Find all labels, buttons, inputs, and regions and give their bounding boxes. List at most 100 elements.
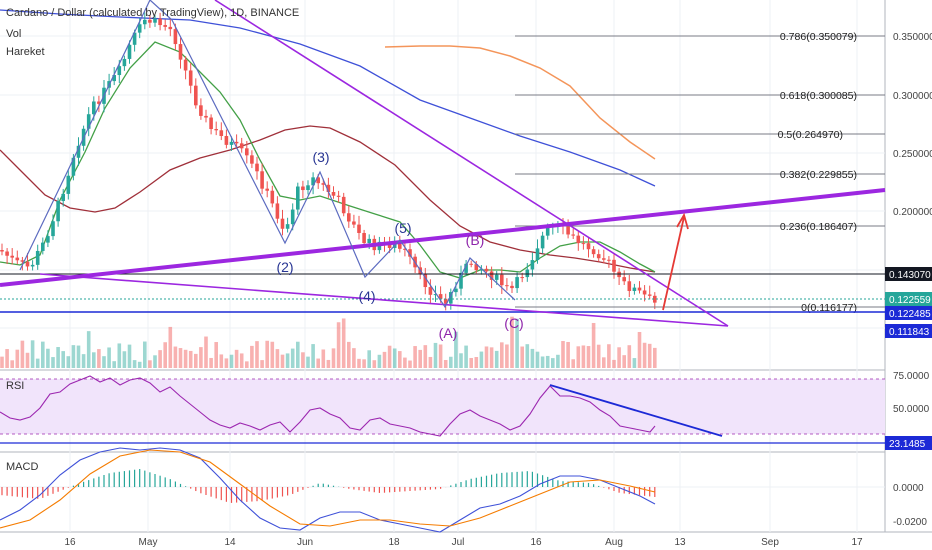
- candle-body: [469, 263, 473, 265]
- macd-hist-bar: [302, 487, 304, 490]
- candle-body: [168, 26, 173, 30]
- time-tick-jun: Jun: [297, 537, 313, 548]
- candle-body: [296, 186, 300, 210]
- macd-hist-bar: [276, 487, 278, 498]
- macd-hist-bar: [52, 487, 54, 494]
- volume-bar: [107, 347, 111, 368]
- time-tick-jul: Jul: [452, 537, 465, 548]
- volume-bar: [443, 359, 448, 368]
- macd-hist-bar: [236, 487, 238, 503]
- macd-hist-bar: [123, 471, 125, 487]
- volume-bar: [433, 342, 438, 368]
- macd-hist-bar: [149, 472, 151, 487]
- price-tick-0300: 0.300000: [893, 91, 932, 102]
- macd-hist-bar: [256, 487, 258, 502]
- macd-hist-bar: [429, 487, 431, 490]
- candle-body: [331, 192, 336, 196]
- descending-resistance[interactable]: [214, 0, 729, 327]
- candle-body: [234, 141, 239, 144]
- volume-bar: [561, 341, 565, 368]
- volume-bar: [188, 350, 193, 368]
- wedge-support[interactable]: [39, 273, 729, 327]
- candle-body: [653, 295, 657, 303]
- volume-bar: [0, 356, 4, 368]
- candle-body: [535, 248, 540, 261]
- macd-hist-bar: [480, 476, 482, 487]
- macd-hist-bar: [547, 476, 549, 487]
- candle-body: [494, 274, 499, 280]
- macd-hist-bar: [98, 476, 100, 487]
- macd-hist-bar: [322, 483, 324, 487]
- macd-axis-labels: 0.0000 -0.0200: [893, 483, 927, 528]
- candle-body: [637, 287, 642, 291]
- volume-bar: [515, 318, 519, 368]
- macd-hist-bar: [164, 477, 166, 487]
- volume-bar: [449, 356, 453, 368]
- volume-bar: [46, 348, 50, 368]
- candle-body: [647, 294, 652, 296]
- macd-hist-bar: [190, 487, 192, 489]
- volume-bar: [510, 316, 514, 368]
- volume-bar: [571, 359, 575, 368]
- projection-arrow: [662, 212, 689, 311]
- volume-bar: [591, 322, 596, 368]
- elliott-wave-path: [19, 0, 516, 309]
- macd-hist-bar: [246, 487, 248, 502]
- candle-body: [484, 268, 489, 272]
- volume-bar: [35, 358, 40, 368]
- candle-body: [280, 218, 285, 229]
- upper-trendline[interactable]: [0, 188, 886, 287]
- candle-body: [301, 186, 305, 191]
- macd-hist-bar: [332, 485, 335, 487]
- macd-hist-bar: [343, 487, 345, 488]
- time-tick-17-sep: 17: [851, 537, 863, 548]
- candle-body: [576, 235, 581, 244]
- macd-hist-bar: [649, 487, 651, 497]
- rsi-trendline[interactable]: [549, 384, 723, 437]
- fib-618: 0.618(0.300085): [780, 90, 857, 102]
- candle-body: [250, 155, 254, 164]
- candle-body: [46, 236, 50, 243]
- volume-bar: [535, 351, 540, 368]
- wave-5: (5): [394, 220, 411, 236]
- macd-hist-bar: [593, 484, 595, 487]
- volume-bar: [489, 347, 494, 368]
- macd-hist-bar: [297, 487, 299, 492]
- volume-bar: [612, 359, 616, 368]
- volume-bar: [112, 361, 116, 368]
- macd-hist-bar: [6, 487, 8, 496]
- volume-bar: [66, 356, 71, 368]
- candle-body: [51, 221, 55, 237]
- volume-bar: [296, 341, 300, 368]
- price-tags: 0.143070 0.122559 0.122485 0.111843: [885, 267, 932, 338]
- macd-hist-bar: [465, 480, 467, 487]
- tag-0143070: 0.143070: [889, 270, 931, 281]
- candle-body: [479, 268, 484, 271]
- candle-body: [92, 101, 96, 115]
- candle-body: [622, 277, 626, 282]
- macd-hist-bar: [292, 487, 294, 494]
- volume-bar: [377, 354, 382, 368]
- candle-body: [505, 285, 509, 287]
- macd-hist-bar: [516, 471, 518, 487]
- volume-bar: [566, 341, 570, 368]
- macd-hist-bar: [501, 472, 503, 487]
- candle-body: [5, 251, 9, 256]
- volume-bar: [71, 345, 76, 368]
- macd-tick-0: 0.0000: [893, 483, 924, 494]
- volume-bar: [581, 345, 586, 368]
- volume-bar: [168, 326, 173, 368]
- volume-bar: [372, 360, 377, 368]
- volume-bar: [642, 342, 647, 368]
- macd-hist-bar: [307, 487, 309, 488]
- candle-body: [627, 281, 632, 291]
- macd-hist-bar: [287, 487, 289, 496]
- price-tick-0250: 0.250000: [893, 149, 932, 160]
- volume-bar: [173, 346, 178, 368]
- wave-4: (4): [358, 288, 375, 304]
- volume-bar: [76, 345, 81, 368]
- candle-body: [525, 269, 530, 278]
- macd-hist-bar: [312, 485, 314, 487]
- macd-hist-bar: [47, 487, 49, 496]
